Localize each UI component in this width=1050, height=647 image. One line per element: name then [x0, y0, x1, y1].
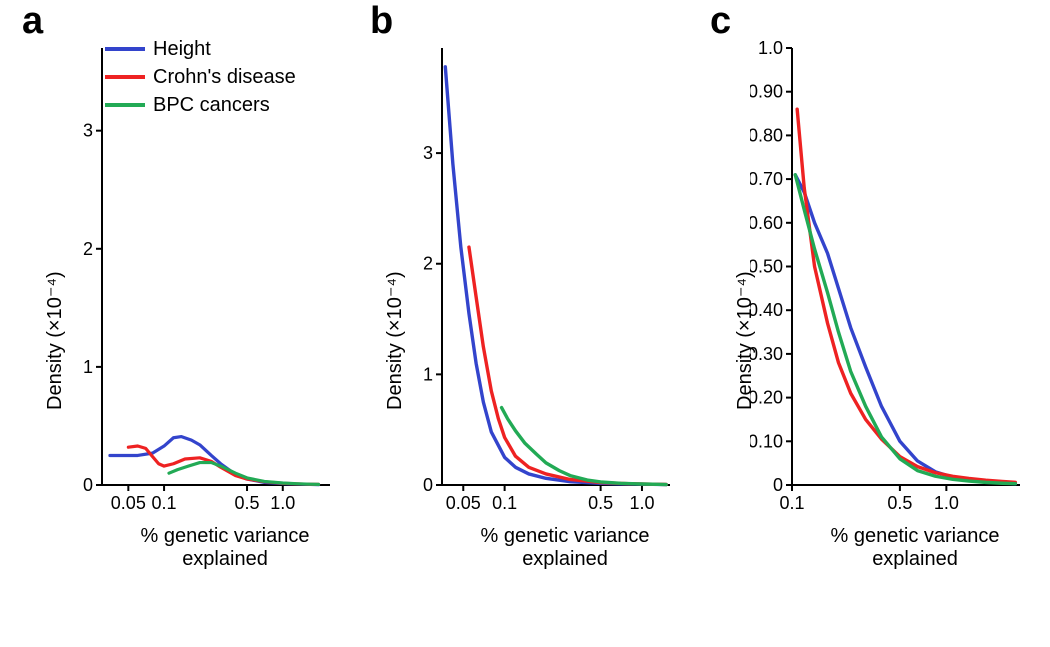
svg-text:0.60: 0.60 [750, 213, 783, 233]
svg-text:0.80: 0.80 [750, 125, 783, 145]
panel-b-label: b [370, 0, 393, 43]
svg-text:0: 0 [423, 475, 433, 495]
svg-text:1.0: 1.0 [758, 40, 783, 58]
svg-text:3: 3 [423, 143, 433, 163]
svg-text:0: 0 [773, 475, 783, 495]
panel-c: 00.100.200.300.400.500.600.700.800.901.0… [750, 40, 1030, 575]
x-axis-label-line1: % genetic variance [141, 525, 310, 547]
svg-text:0.5: 0.5 [235, 493, 260, 513]
panel-b: 01230.050.10.51.0 Density (×10⁻⁴) % gene… [400, 40, 680, 575]
svg-text:3: 3 [83, 121, 93, 141]
svg-text:0.1: 0.1 [779, 493, 804, 513]
svg-text:1: 1 [423, 364, 433, 384]
svg-text:0.10: 0.10 [750, 431, 783, 451]
panel-a-label: a [22, 0, 43, 43]
svg-text:0.5: 0.5 [887, 493, 912, 513]
svg-text:1.0: 1.0 [934, 493, 959, 513]
svg-text:0.70: 0.70 [750, 169, 783, 189]
svg-text:0.05: 0.05 [446, 493, 481, 513]
x-axis-label-line1: % genetic variance [481, 525, 650, 547]
svg-text:1.0: 1.0 [629, 493, 654, 513]
figure-root: a b c Height Crohn's disease BPC cancers… [0, 0, 1050, 647]
panel-c-label: c [710, 0, 731, 43]
x-axis-label-line2: explained [182, 548, 268, 570]
svg-text:0.05: 0.05 [111, 493, 146, 513]
x-axis-label-line1: % genetic variance [831, 525, 1000, 547]
svg-text:0.1: 0.1 [492, 493, 517, 513]
x-axis-label: % genetic variance explained [110, 525, 340, 571]
svg-text:0.5: 0.5 [588, 493, 613, 513]
x-axis-label: % genetic variance explained [450, 525, 680, 571]
svg-text:1: 1 [83, 357, 93, 377]
svg-text:0: 0 [83, 475, 93, 495]
svg-text:2: 2 [83, 239, 93, 259]
y-axis-label: Density (×10⁻⁴) [732, 271, 757, 410]
x-axis-label-line2: explained [872, 548, 958, 570]
svg-text:2: 2 [423, 254, 433, 274]
chart-svg: 0 1 2 3 0.05 0.1 0.5 1.0 [60, 40, 340, 575]
x-axis-label-line2: explained [522, 548, 608, 570]
chart-svg: 00.100.200.300.400.500.600.700.800.901.0… [750, 40, 1030, 575]
y-axis-label: Density (×10⁻⁴) [42, 271, 67, 410]
y-axis-label: Density (×10⁻⁴) [382, 271, 407, 410]
svg-text:1.0: 1.0 [270, 493, 295, 513]
panel-a: 01230.050.10.51.0 Density (×10⁻⁴) % gene… [60, 40, 340, 575]
svg-text:0.90: 0.90 [750, 82, 783, 102]
chart-svg: 0 1 2 3 0.05 0.1 0.5 1.0 [400, 40, 680, 575]
x-axis-label: % genetic variance explained [800, 525, 1030, 571]
svg-text:0.1: 0.1 [152, 493, 177, 513]
